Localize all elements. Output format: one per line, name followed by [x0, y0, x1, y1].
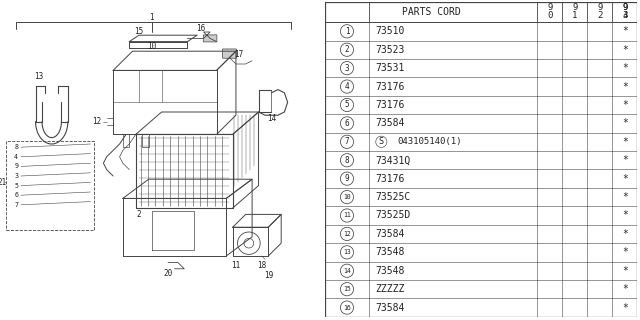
Text: 1: 1 — [150, 13, 154, 22]
Text: 73584: 73584 — [375, 118, 404, 128]
Text: *: * — [622, 192, 628, 202]
Text: *: * — [622, 118, 628, 128]
Text: 8: 8 — [14, 144, 18, 150]
Text: 73176: 73176 — [375, 100, 404, 110]
Text: 73584: 73584 — [375, 229, 404, 239]
Text: *: * — [622, 303, 628, 313]
Text: 11: 11 — [231, 261, 241, 270]
Text: *: * — [622, 229, 628, 239]
Text: *: * — [622, 155, 628, 165]
Text: *: * — [622, 63, 628, 73]
Text: 73584: 73584 — [375, 303, 404, 313]
Text: 19: 19 — [264, 271, 273, 280]
Text: 9
1: 9 1 — [572, 4, 578, 20]
Text: 73548: 73548 — [375, 266, 404, 276]
Text: *: * — [622, 266, 628, 276]
Text: 6: 6 — [345, 119, 349, 128]
Text: 4: 4 — [14, 154, 18, 160]
Text: 7: 7 — [345, 137, 349, 146]
Text: 9
2: 9 2 — [597, 4, 603, 20]
Text: 21: 21 — [0, 178, 6, 187]
Text: 1: 1 — [345, 27, 349, 36]
FancyBboxPatch shape — [204, 35, 217, 42]
Text: 9
0: 9 0 — [547, 4, 553, 20]
Text: 73548: 73548 — [375, 247, 404, 257]
Text: 14: 14 — [343, 268, 351, 274]
Text: 3: 3 — [345, 64, 349, 73]
Text: 15: 15 — [134, 28, 143, 36]
Text: *: * — [622, 284, 628, 294]
Text: *: * — [622, 100, 628, 110]
Text: *: * — [622, 45, 628, 55]
Text: 2: 2 — [345, 45, 349, 54]
Text: 9: 9 — [345, 174, 349, 183]
Text: 73510: 73510 — [375, 26, 404, 36]
Text: 11: 11 — [343, 212, 351, 219]
Text: *: * — [622, 82, 628, 92]
Text: 73176: 73176 — [375, 82, 404, 92]
Text: 10: 10 — [147, 42, 157, 51]
Text: 16: 16 — [343, 305, 351, 311]
Text: 73176: 73176 — [375, 174, 404, 184]
Text: 73525C: 73525C — [375, 192, 410, 202]
Text: S: S — [379, 137, 384, 146]
Text: 15: 15 — [343, 286, 351, 292]
Text: 12: 12 — [92, 117, 102, 126]
Text: 9: 9 — [14, 164, 18, 169]
Text: 12: 12 — [343, 231, 351, 237]
Text: *: * — [622, 174, 628, 184]
Text: 4: 4 — [345, 82, 349, 91]
Text: 5: 5 — [14, 183, 18, 188]
Text: *: * — [622, 26, 628, 36]
Text: PARTS CORD: PARTS CORD — [402, 7, 461, 17]
Text: 16: 16 — [196, 24, 205, 33]
Text: 6: 6 — [14, 192, 18, 198]
Text: 10: 10 — [343, 194, 351, 200]
Text: 9
4: 9 4 — [622, 4, 628, 20]
Text: 13: 13 — [343, 249, 351, 255]
Text: *: * — [622, 211, 628, 220]
Text: 18: 18 — [257, 261, 266, 270]
Text: 9
3: 9 3 — [622, 4, 628, 20]
Text: *: * — [622, 137, 628, 147]
Text: 13: 13 — [34, 72, 44, 81]
Text: 73431Q: 73431Q — [375, 155, 410, 165]
Text: 73531: 73531 — [375, 63, 404, 73]
Text: 17: 17 — [234, 50, 244, 59]
Text: ZZZZZ: ZZZZZ — [375, 284, 404, 294]
Text: *: * — [622, 247, 628, 257]
Text: 8: 8 — [345, 156, 349, 165]
Text: 7: 7 — [14, 202, 18, 208]
Text: 3: 3 — [14, 173, 18, 179]
Text: 14: 14 — [267, 114, 276, 123]
Text: 043105140(1): 043105140(1) — [397, 137, 461, 146]
Text: 20: 20 — [163, 269, 173, 278]
Text: 73525D: 73525D — [375, 211, 410, 220]
FancyBboxPatch shape — [222, 49, 237, 58]
Text: 73523: 73523 — [375, 45, 404, 55]
Text: 5: 5 — [345, 100, 349, 109]
Text: 2: 2 — [137, 210, 141, 219]
